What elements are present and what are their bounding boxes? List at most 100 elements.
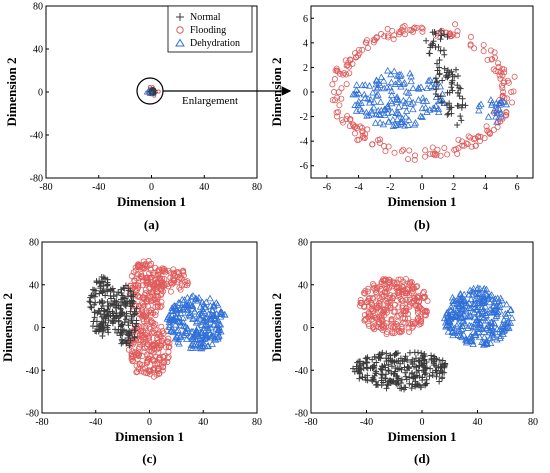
point-normal xyxy=(438,99,445,106)
point-dehydration xyxy=(475,106,483,114)
point-flooding xyxy=(409,324,416,331)
point-flooding xyxy=(154,304,161,311)
point-flooding xyxy=(357,297,364,304)
point-normal xyxy=(412,374,419,381)
point-flooding xyxy=(471,45,478,52)
point-normal xyxy=(412,355,419,362)
point-dehydration xyxy=(404,89,413,96)
point-flooding xyxy=(165,267,172,274)
y-tick-label: -40 xyxy=(26,366,39,377)
point-flooding xyxy=(139,365,146,372)
point-dehydration xyxy=(363,111,371,119)
point-flooding xyxy=(167,288,174,295)
point-normal xyxy=(439,374,446,381)
point-dehydration xyxy=(395,103,403,110)
point-flooding xyxy=(400,308,407,315)
point-flooding xyxy=(352,123,359,130)
point-normal xyxy=(372,378,379,385)
point-normal xyxy=(418,383,425,390)
point-flooding xyxy=(334,67,341,74)
points-b xyxy=(329,21,518,163)
point-flooding xyxy=(377,297,384,304)
point-dehydration xyxy=(487,318,496,326)
point-dehydration xyxy=(352,81,361,88)
point-dehydration xyxy=(189,304,197,312)
point-flooding xyxy=(329,81,336,88)
point-normal xyxy=(121,285,128,292)
x-tick-label: 40 xyxy=(198,417,208,428)
ticks-d: -80 -40 0 40 80 -80 -40 0 40 80 xyxy=(295,238,538,429)
point-normal xyxy=(86,298,93,305)
point-normal xyxy=(105,329,112,336)
point-flooding xyxy=(495,68,502,75)
point-normal xyxy=(443,69,450,76)
point-normal xyxy=(87,299,94,306)
point-dehydration xyxy=(495,297,503,304)
point-normal xyxy=(399,357,406,364)
point-flooding xyxy=(394,289,401,296)
point-normal xyxy=(101,311,108,318)
x-tick-label: -40 xyxy=(89,417,102,428)
point-normal xyxy=(421,371,428,378)
point-normal xyxy=(118,322,125,329)
point-flooding xyxy=(420,288,427,295)
point-flooding xyxy=(400,146,407,153)
point-normal xyxy=(393,350,400,357)
point-flooding xyxy=(184,282,191,289)
point-flooding xyxy=(398,323,405,330)
point-dehydration xyxy=(183,305,191,313)
point-flooding xyxy=(335,89,342,96)
point-flooding xyxy=(383,285,390,292)
point-flooding xyxy=(364,44,371,51)
y-tick-label: -4 xyxy=(300,137,308,148)
x-axis-label-d: Dimension 1 xyxy=(388,429,457,444)
x-axis-label-b: Dimension 1 xyxy=(388,194,457,209)
point-normal xyxy=(117,296,124,303)
point-dehydration xyxy=(211,315,219,323)
point-dehydration xyxy=(175,317,184,325)
x-tick-label: 0 xyxy=(420,417,425,428)
point-flooding xyxy=(452,21,459,28)
point-flooding xyxy=(149,347,156,354)
point-flooding xyxy=(422,153,429,160)
point-dehydration xyxy=(442,321,451,329)
point-dehydration xyxy=(189,292,197,299)
point-flooding xyxy=(497,69,504,76)
point-flooding xyxy=(356,46,363,53)
point-flooding xyxy=(500,88,507,95)
points-d xyxy=(350,275,516,393)
y-tick-label: -40 xyxy=(30,131,43,142)
point-dehydration xyxy=(168,324,176,332)
point-flooding xyxy=(499,84,506,91)
point-normal xyxy=(122,300,129,307)
point-dehydration xyxy=(488,327,497,334)
point-flooding xyxy=(477,133,484,140)
point-flooding xyxy=(383,309,390,316)
point-flooding xyxy=(158,298,165,305)
point-dehydration xyxy=(200,300,208,308)
point-flooding xyxy=(431,152,438,159)
point-flooding xyxy=(344,113,351,120)
point-dehydration xyxy=(491,298,500,306)
point-dehydration xyxy=(469,287,477,295)
point-normal xyxy=(118,329,125,336)
point-flooding xyxy=(135,282,142,289)
point-flooding xyxy=(472,142,479,149)
point-normal xyxy=(96,307,103,314)
point-flooding xyxy=(405,156,412,163)
point-flooding xyxy=(362,316,369,323)
y-axis-label-c: Dimension 2 xyxy=(0,293,15,362)
point-dehydration xyxy=(430,83,438,91)
point-dehydration xyxy=(203,334,211,341)
point-dehydration xyxy=(385,117,393,125)
point-flooding xyxy=(398,290,405,297)
point-normal xyxy=(96,299,103,306)
point-flooding xyxy=(359,128,366,135)
point-flooding xyxy=(151,280,158,287)
point-flooding xyxy=(152,282,159,289)
point-normal xyxy=(431,353,438,360)
point-normal xyxy=(108,300,115,307)
point-dehydration xyxy=(405,95,413,103)
point-dehydration xyxy=(386,83,394,91)
point-normal xyxy=(457,113,464,120)
